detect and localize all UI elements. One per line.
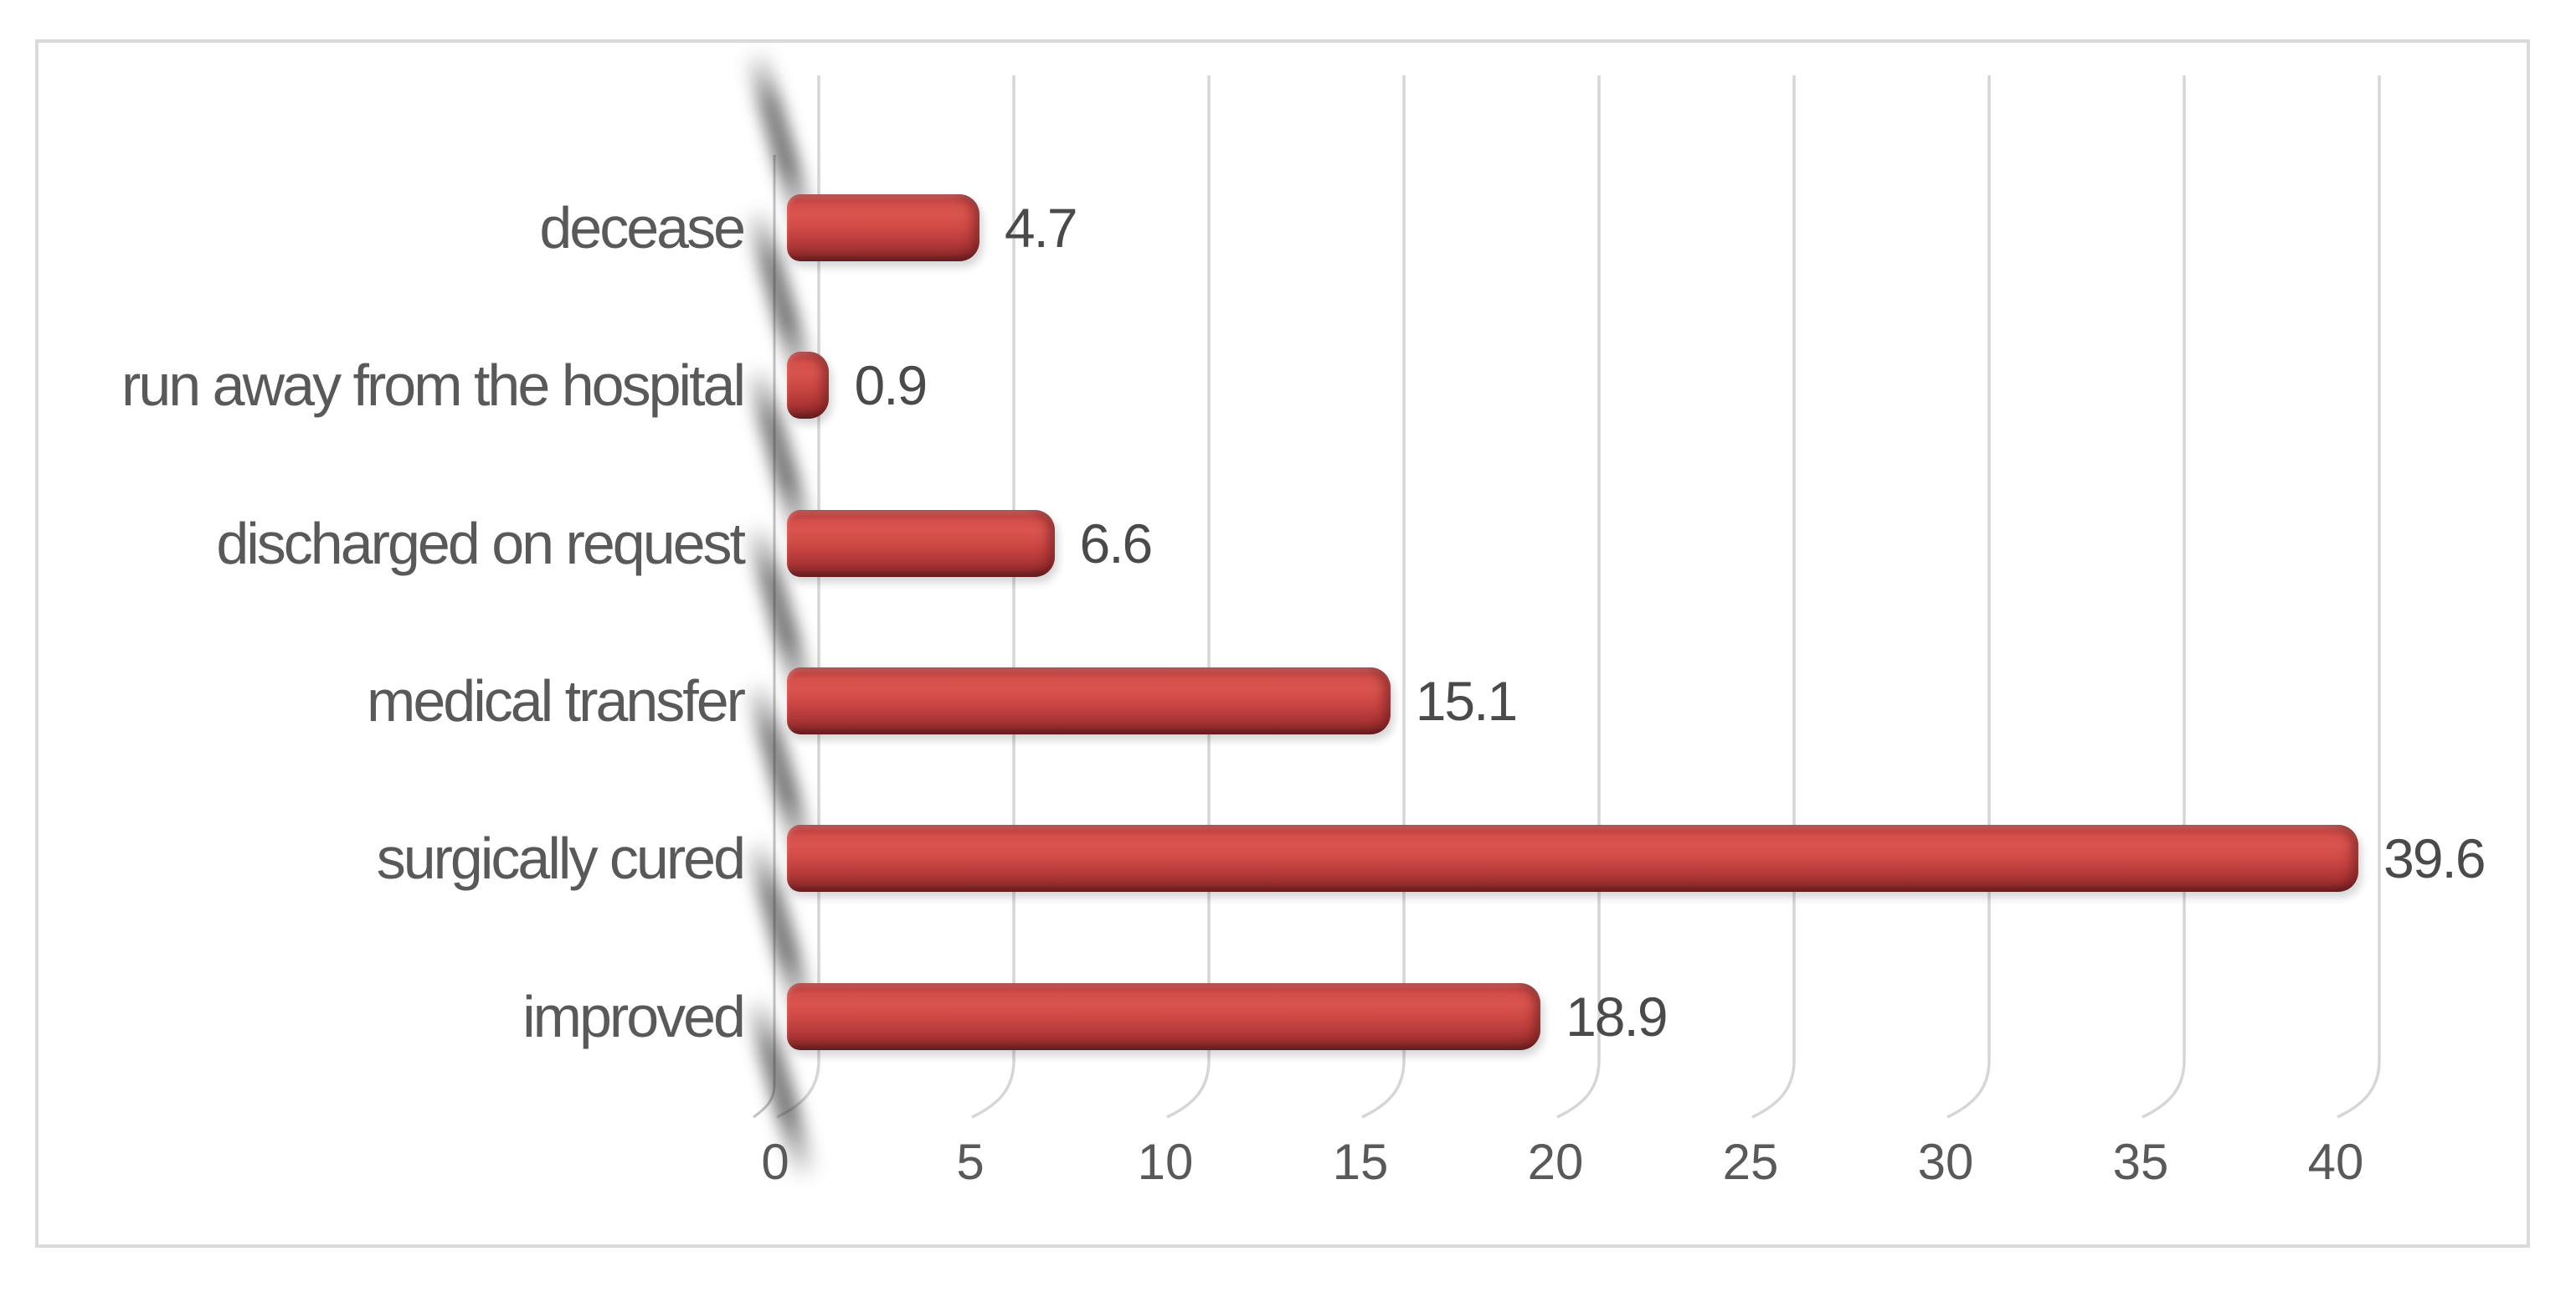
gridline [971,75,1015,1119]
gridline [1751,75,1796,1119]
gridline [2337,75,2381,1119]
axis-wall-line [753,155,776,1119]
gridline [1946,75,1991,1119]
gridline [1166,75,1211,1119]
gridline [1361,75,1406,1119]
gridline [2142,75,2186,1119]
gridline [1556,75,1601,1119]
gridline [776,75,820,1119]
